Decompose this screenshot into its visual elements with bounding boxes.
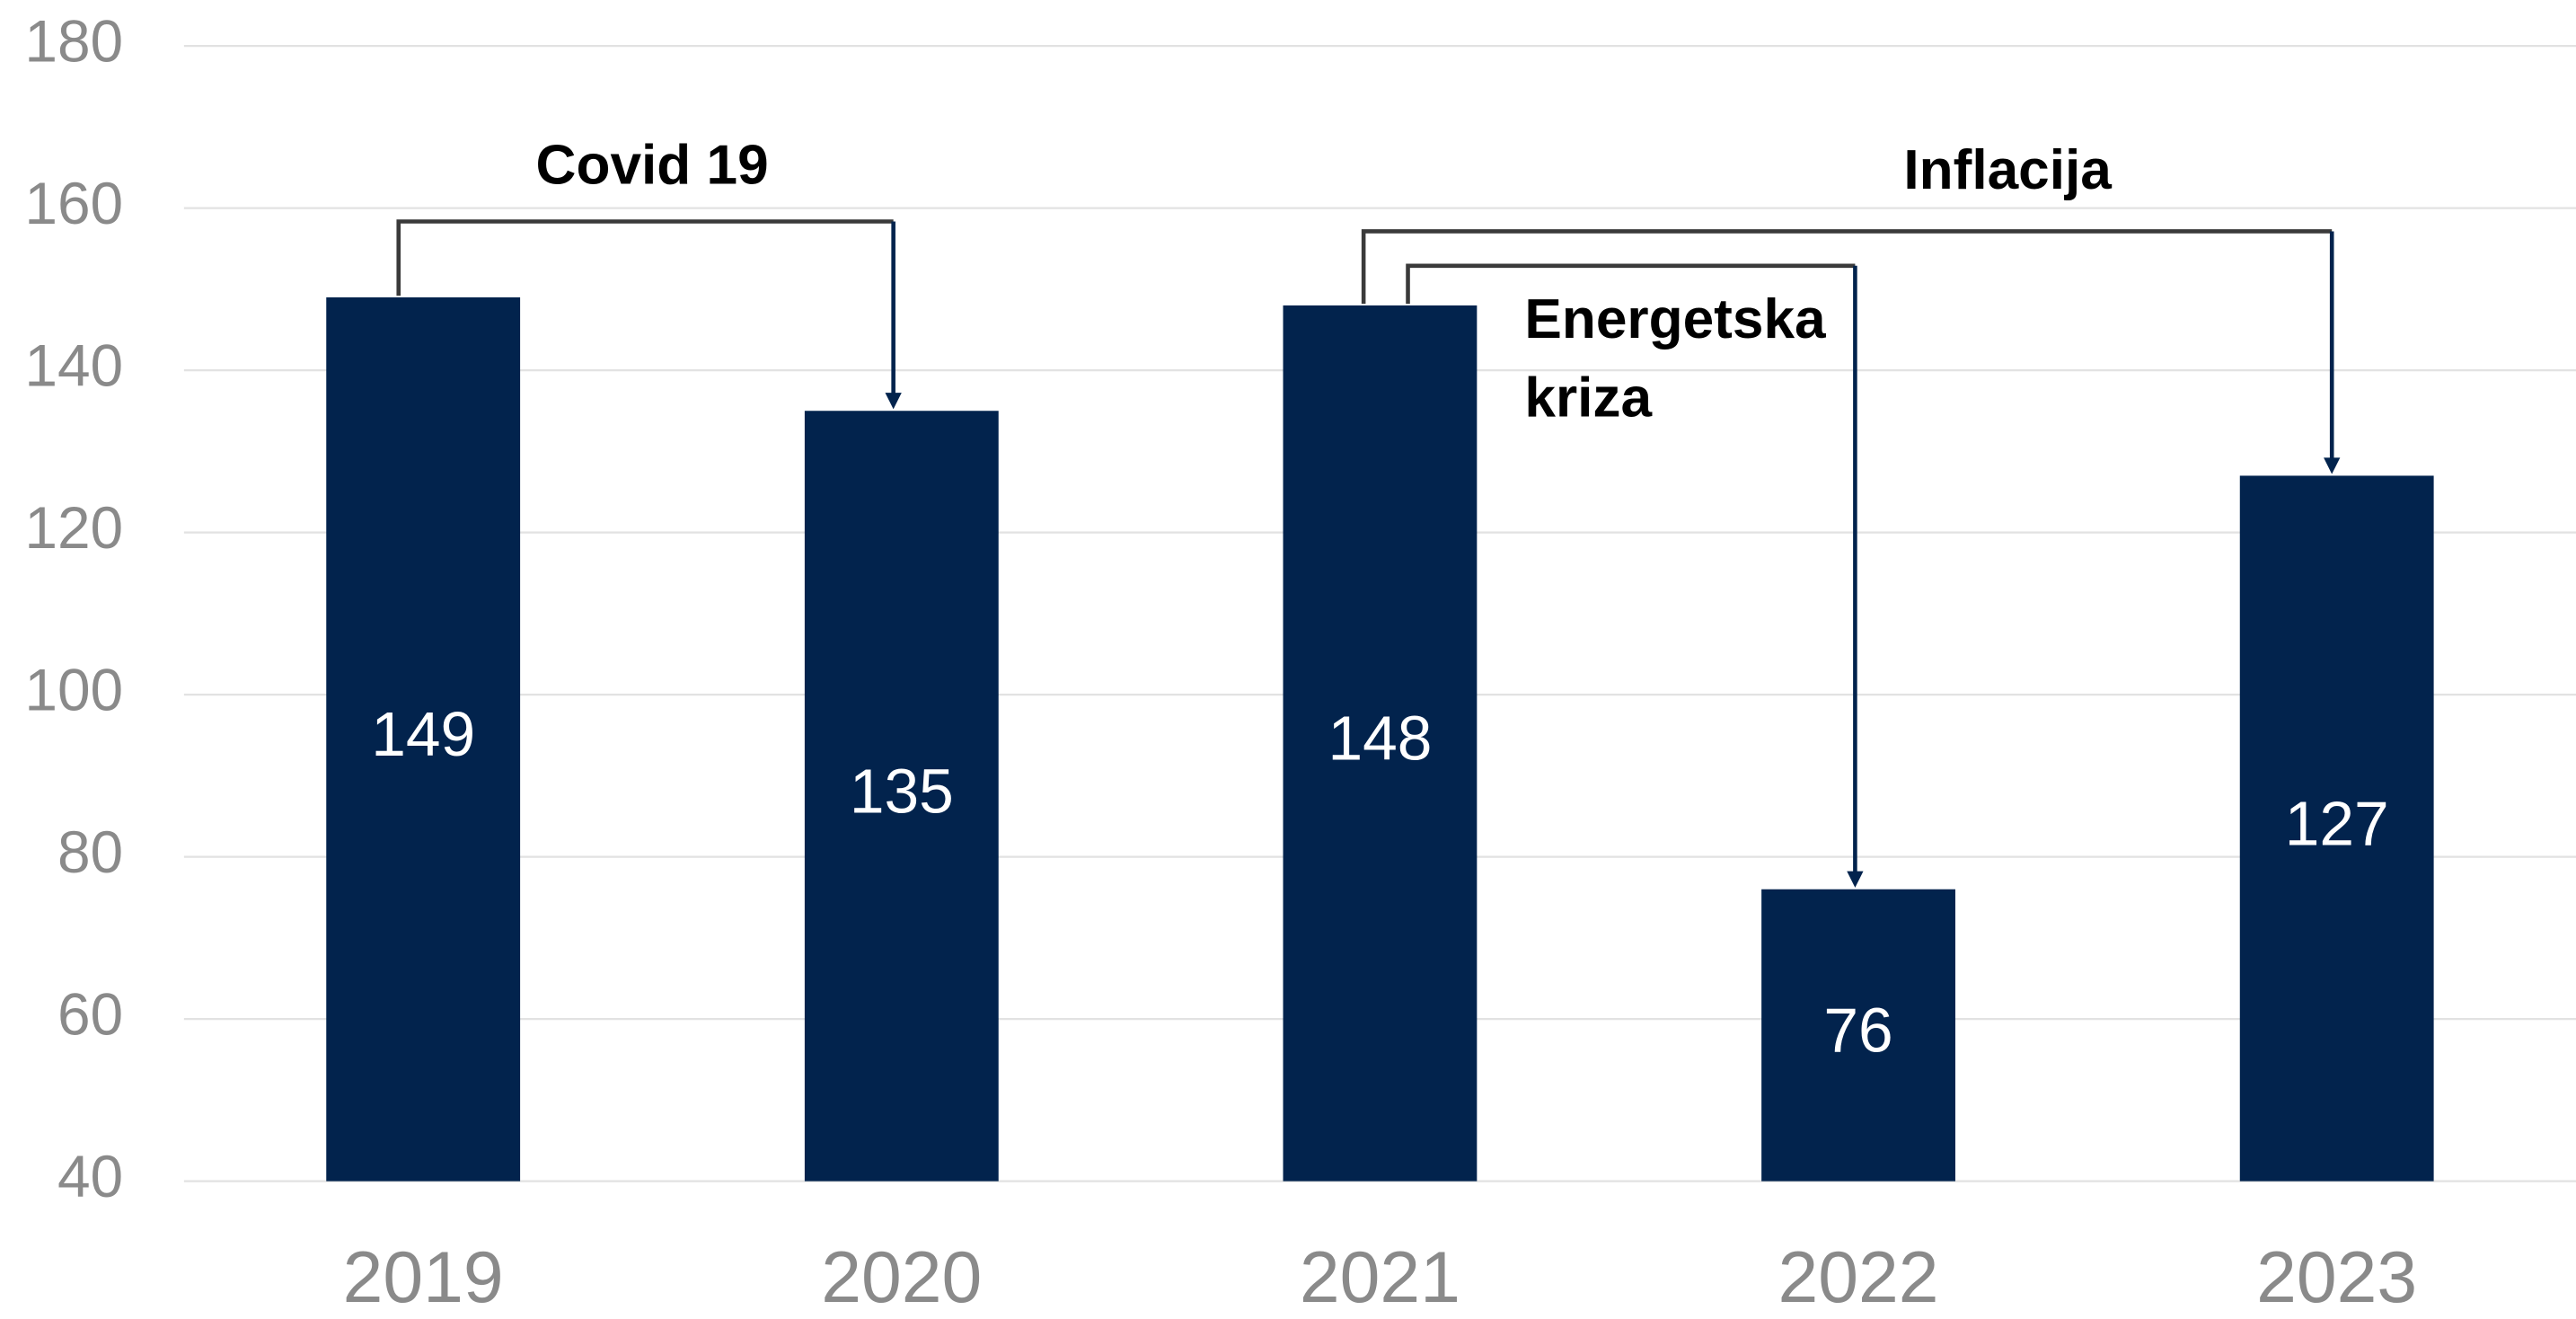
bar: [2239, 475, 2434, 1182]
value-label: 135: [850, 756, 954, 826]
arrow-head: [2324, 457, 2341, 474]
annotation: kriza: [1524, 367, 1652, 429]
x-tick-label: 2021: [1300, 1237, 1460, 1318]
bracket-line: [1361, 229, 2333, 305]
y-tick-label: 180: [24, 8, 123, 75]
value-label: 149: [371, 699, 475, 769]
bar: [1761, 889, 1955, 1182]
bar: [326, 297, 521, 1182]
bracket-line: [1406, 263, 1856, 305]
value-label: 127: [2285, 788, 2389, 858]
arrow-head: [1847, 871, 1864, 888]
x-tick-label: 2022: [1778, 1237, 1939, 1318]
annotation: Inflacija: [1903, 139, 2112, 201]
y-tick-label: 60: [57, 981, 123, 1048]
value-label: 148: [1328, 704, 1432, 774]
arrow-head: [885, 393, 902, 410]
y-tick-label: 40: [57, 1143, 123, 1209]
bar: [804, 411, 999, 1182]
bar: [1283, 305, 1478, 1182]
y-tick-label: 80: [57, 819, 123, 885]
bracket-line: [396, 219, 894, 297]
y-tick-label: 140: [24, 332, 123, 399]
y-tick-label: 120: [24, 494, 123, 561]
annotation: Covid 19: [536, 135, 769, 197]
y-tick-label: 100: [24, 657, 123, 723]
x-tick-label: 2019: [343, 1237, 504, 1318]
y-tick-label: 160: [24, 170, 123, 236]
x-tick-label: 2023: [2256, 1237, 2417, 1318]
x-tick-label: 2020: [821, 1237, 982, 1318]
value-label: 76: [1823, 996, 1892, 1066]
annotation: Energetska: [1524, 288, 1826, 350]
